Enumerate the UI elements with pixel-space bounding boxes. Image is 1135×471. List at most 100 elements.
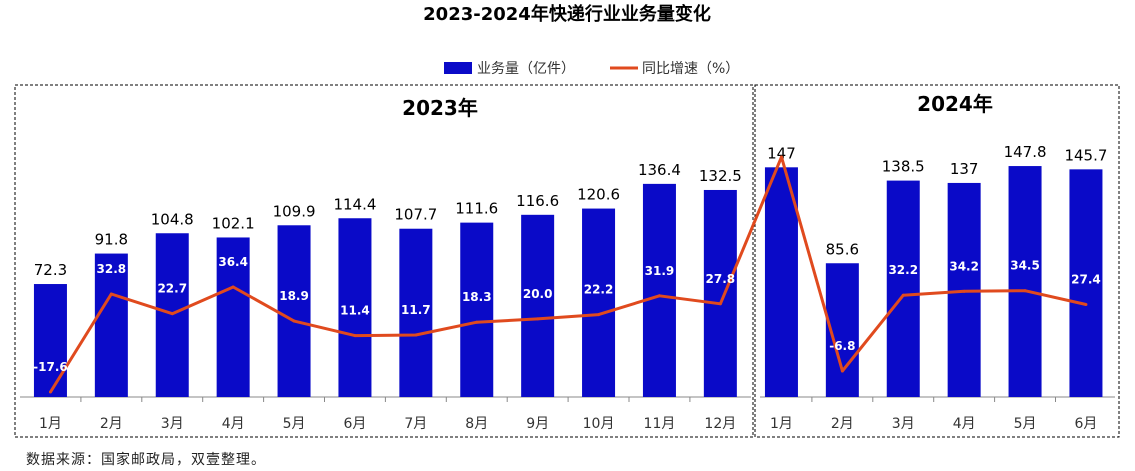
line-value-label: 22.2 <box>584 283 614 297</box>
legend-label-line: 同比增速（%） <box>642 61 739 77</box>
line-point <box>48 390 52 394</box>
bar-value-label: 147 <box>767 144 796 162</box>
chart-title: 2023-2024年快递行业业务量变化 <box>423 3 711 25</box>
bar-value-label: 91.8 <box>95 231 128 249</box>
x-tick-label: 9月 <box>526 416 549 432</box>
bar-series <box>33 166 1103 397</box>
line-value-label: 18.9 <box>279 289 309 303</box>
bar <box>460 222 494 397</box>
line-point <box>901 293 905 297</box>
line-point <box>536 317 540 321</box>
x-tick-label: 1月 <box>39 416 62 432</box>
panel-frame-2024 <box>754 84 1120 438</box>
line-point <box>414 333 418 337</box>
bar-value-label: 72.3 <box>34 261 67 279</box>
x-tick-label: 6月 <box>1074 416 1097 432</box>
bar-value-label: 145.7 <box>1064 146 1107 164</box>
line-point <box>1084 303 1088 307</box>
line-point <box>292 319 296 323</box>
line-value-label: 32.8 <box>97 262 127 276</box>
bar-value-label: 137 <box>950 160 979 178</box>
bar <box>216 237 250 397</box>
line-value-label: 103.3 <box>762 125 800 139</box>
bar <box>582 208 616 397</box>
line-value-label: 11.7 <box>401 303 431 317</box>
bar-value-label: 138.5 <box>882 158 925 176</box>
bar <box>886 180 920 397</box>
line-value-label: -6.8 <box>829 339 855 353</box>
line-point <box>962 289 966 293</box>
bar-value-label: 104.8 <box>151 210 194 228</box>
line-point <box>1023 289 1027 293</box>
growth-line <box>49 155 1087 393</box>
x-tick-label: 3月 <box>892 416 915 432</box>
line-point <box>231 285 235 289</box>
bar <box>33 284 67 397</box>
bar-value-label: 111.6 <box>455 200 498 218</box>
x-axis <box>20 396 1115 402</box>
line-value-label: 20.0 <box>523 287 553 301</box>
panel-title-2023: 2023年 <box>402 96 478 120</box>
x-tick-label: 7月 <box>404 416 427 432</box>
bar-value-label: 114.4 <box>333 195 376 213</box>
line-value-label: -17.6 <box>33 360 68 374</box>
x-tick-label: 12月 <box>704 416 736 432</box>
bar <box>1069 169 1103 397</box>
bar <box>338 218 372 397</box>
x-tick-label: 2月 <box>831 416 854 432</box>
line-value-label: 34.2 <box>949 259 979 273</box>
line-series <box>48 155 1088 394</box>
line-point <box>657 294 661 298</box>
bar <box>399 228 433 397</box>
x-tick-label: 6月 <box>343 416 366 432</box>
x-tick-label: 8月 <box>465 416 488 432</box>
line-labels: -17.6 32.8 22.7 36.4 18.9 11.4 11.7 18.3 20.0 22.… <box>33 125 1101 374</box>
bar-value-label: 102.1 <box>212 214 255 232</box>
x-tick-label: 2月 <box>100 416 123 432</box>
x-tick-label: 3月 <box>161 416 184 432</box>
line-point <box>840 369 844 373</box>
x-tick-labels: 1月 2月 3月 4月 5月 6月 7月 8月 9月 10月 11月 12月 1月 2月 3月 4月 5月 6月 <box>39 416 1097 432</box>
line-value-label: 34.5 <box>1010 259 1040 273</box>
line-value-label: 31.9 <box>645 264 675 278</box>
bar <box>1008 166 1042 397</box>
bar <box>764 167 798 397</box>
line-point <box>170 312 174 316</box>
line-value-label: 36.4 <box>218 255 248 269</box>
bar <box>703 189 737 397</box>
legend-swatch-bar <box>444 62 472 74</box>
x-tick-label: 11月 <box>644 416 676 432</box>
bar-value-label: 120.6 <box>577 186 620 204</box>
line-value-label: 22.7 <box>157 282 187 296</box>
line-value-label: 18.3 <box>462 290 492 304</box>
bar-value-label: 132.5 <box>699 167 742 185</box>
legend: 业务量（亿件） 同比增速（%） <box>444 61 739 77</box>
bar <box>277 225 311 397</box>
bar-value-label: 147.8 <box>1004 143 1047 161</box>
legend-label-bar: 业务量（亿件） <box>477 61 575 77</box>
x-tick-label: 1月 <box>770 416 793 432</box>
line-value-label: 11.4 <box>340 304 370 318</box>
line-point <box>109 292 113 296</box>
x-tick-label: 5月 <box>1014 416 1037 432</box>
line-value-label: 27.8 <box>706 272 736 286</box>
line-value-label: 32.2 <box>888 263 918 277</box>
x-tick-label: 5月 <box>283 416 306 432</box>
x-tick-label: 10月 <box>583 416 615 432</box>
bar <box>642 183 676 397</box>
bar <box>94 253 128 397</box>
bar-value-label: 109.9 <box>273 202 316 220</box>
x-tick-label: 4月 <box>953 416 976 432</box>
line-point <box>718 302 722 306</box>
bar-value-label: 116.6 <box>516 192 559 210</box>
x-tick-label: 4月 <box>222 416 245 432</box>
bar-value-label: 85.6 <box>826 240 859 258</box>
bar <box>521 214 555 397</box>
bar-labels: 72.3 91.8 104.8 102.1 109.9 114.4 107.7 111.6 11… <box>34 143 1108 279</box>
panel-title-2024: 2024年 <box>917 92 993 116</box>
line-point <box>779 155 783 159</box>
line-value-label: 27.4 <box>1071 273 1101 287</box>
line-point <box>353 334 357 338</box>
source-note: 数据来源：国家邮政局，双壹整理。 <box>26 452 266 468</box>
